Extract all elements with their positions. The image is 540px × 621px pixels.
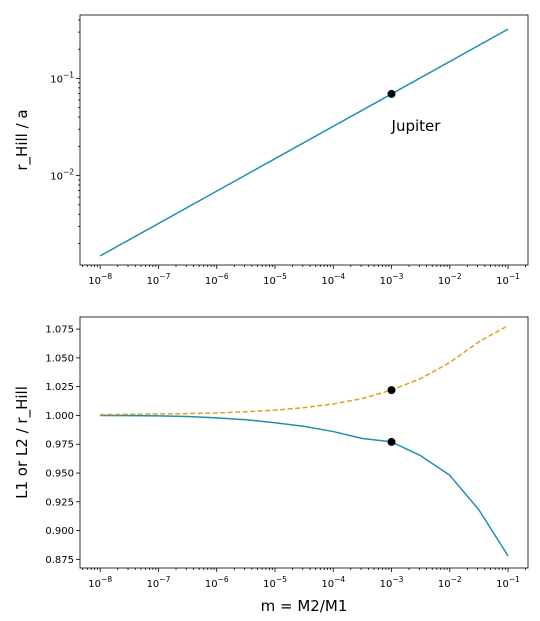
x-axis-label: m = M2/M1	[261, 597, 348, 615]
y-tick-label: 0.875	[45, 555, 74, 566]
y-tick-label: 1.000	[45, 411, 74, 422]
y-tick-label: 0.975	[45, 440, 74, 451]
x-tick-label: 10−2	[438, 272, 462, 287]
x-tick-label: 10−3	[380, 272, 404, 287]
data-marker-0	[387, 89, 396, 98]
data-marker-0	[387, 386, 396, 395]
x-tick-label: 10−4	[321, 272, 345, 287]
bottom-panel-lagrange-ratio: 10−8 10−7 10−6 10−5 10−4 10−3 10−2 10−1 0.875 0.9…	[13, 316, 529, 615]
y-tick-label: 0.950	[45, 469, 74, 480]
y-tick-label: 10−2	[50, 168, 74, 183]
y-tick-label: 1.075	[45, 325, 74, 336]
axes-frame	[79, 14, 529, 266]
series-line-0	[99, 28, 509, 257]
y-tick-label: 1.050	[45, 353, 74, 364]
y-tick-label: 1.025	[45, 382, 74, 393]
y-axis-label: r_Hill / a	[13, 109, 32, 170]
jupiter-annotation: Jupiter	[391, 117, 442, 135]
series-line-0	[100, 414, 509, 557]
y-tick-label: 0.925	[45, 497, 74, 508]
x-tick-label: 10−3	[380, 575, 404, 590]
top-panel-hill-radius: 10−8 10−7 10−6 10−5 10−4 10−3 10−2 10−1 10−2 10−1…	[13, 14, 529, 287]
x-tick-label: 10−6	[205, 575, 229, 590]
y-tick-label: 0.900	[45, 526, 74, 537]
y-tick-label: 10−1	[50, 70, 74, 85]
x-tick-label: 10−7	[147, 575, 171, 590]
x-tick-label: 10−4	[321, 575, 345, 590]
x-tick-label: 10−1	[496, 272, 520, 287]
x-tick-label: 10−5	[263, 272, 287, 287]
series-line-1	[100, 324, 509, 416]
data-marker-1	[387, 437, 396, 446]
x-tick-label: 10−2	[438, 575, 462, 590]
x-tick-label: 10−7	[147, 272, 171, 287]
x-tick-label: 10−5	[263, 575, 287, 590]
axes-frame	[79, 316, 529, 569]
x-tick-label: 10−8	[88, 575, 112, 590]
y-axis-label: L1 or L2 / r_Hill	[13, 386, 32, 499]
x-tick-label: 10−6	[205, 272, 229, 287]
x-tick-label: 10−1	[496, 575, 520, 590]
x-tick-label: 10−8	[88, 272, 112, 287]
